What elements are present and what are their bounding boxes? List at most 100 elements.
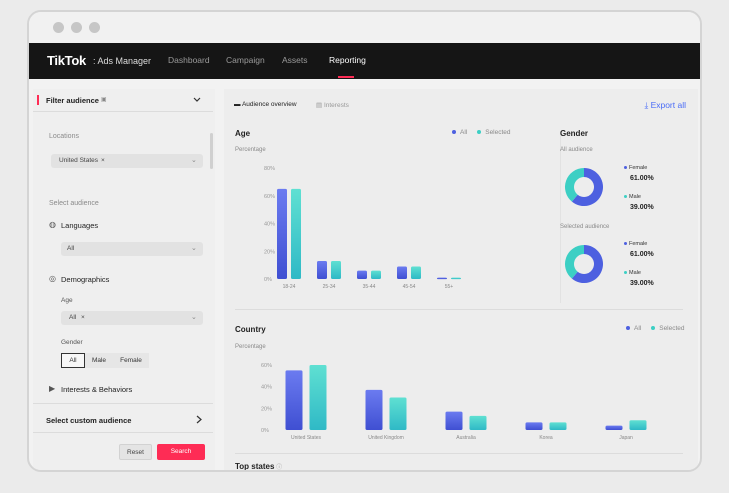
export-all-label: Export all	[650, 100, 686, 110]
tab-interests[interactable]: ▤ Interests	[316, 101, 349, 109]
y-tick-label: 60%	[261, 363, 272, 369]
chevron-down-icon[interactable]: ⌄	[191, 314, 197, 321]
country-bar-chart: 0% 20% 40% 60% United States United Kingdom Au…	[261, 363, 647, 441]
top-states-label: Top states	[235, 462, 275, 471]
section-divider	[235, 453, 683, 454]
window-close-dot[interactable]	[53, 22, 64, 33]
legend-all-dot	[452, 130, 456, 135]
tiktok-logo[interactable]: TikTok	[47, 53, 86, 68]
x-tick-label: 35-44	[363, 284, 376, 290]
bar-selected-korea	[549, 422, 567, 430]
x-tick-label: 25-34	[323, 284, 336, 290]
chip-remove-icon[interactable]: ×	[81, 314, 85, 321]
bar-selected-45-54	[411, 266, 421, 279]
filter-audience-header[interactable]: Filter audience ▣	[33, 89, 215, 111]
ads-manager-label: : Ads Manager	[93, 56, 152, 66]
report-tabs: ▬ Audience overview ▤ Interests ⤓ Export…	[224, 95, 698, 119]
download-icon: ⤓	[644, 100, 651, 110]
age-title: Age	[235, 129, 251, 138]
globe-icon: ◍	[49, 220, 56, 229]
x-tick-label: Australia	[456, 435, 476, 441]
legend-all-label: All	[634, 325, 642, 332]
legend-selected-label: Selected	[485, 129, 511, 136]
bar-all-japan	[605, 425, 623, 430]
bar-all-35-44	[357, 270, 367, 279]
interests-behaviors-label[interactable]: Interests & Behaviors	[61, 385, 133, 394]
gender-label: Gender	[61, 339, 83, 346]
age-ylabel: Percentage	[235, 147, 266, 153]
nav-assets[interactable]: Assets	[282, 55, 308, 65]
male-label: Male	[624, 194, 641, 200]
gender-all-option[interactable]: All	[61, 353, 85, 368]
y-tick-label: 40%	[264, 222, 275, 228]
report-content: ▬ Audience overview ▤ Interests ⤓ Export…	[224, 89, 698, 471]
filter-panel: Filter audience ▣ Locations United State…	[33, 89, 215, 470]
y-tick-label: 20%	[264, 249, 275, 255]
chip-remove-icon[interactable]: ×	[101, 157, 105, 164]
filter-divider	[33, 111, 213, 112]
gender-all-audience-label: All audience	[560, 147, 593, 153]
y-tick-label: 80%	[264, 166, 275, 172]
female-label-text: Female	[629, 241, 648, 247]
male-label-text: Male	[629, 270, 641, 276]
chevron-right-icon[interactable]	[196, 415, 202, 424]
gender-selected-audience-label: Selected audience	[560, 224, 610, 230]
demographics-label: Demographics	[61, 275, 110, 284]
y-tick-label: 0%	[264, 277, 272, 283]
window-minimize-dot[interactable]	[71, 22, 82, 33]
section-divider	[235, 309, 683, 310]
nav-dashboard[interactable]: Dashboard	[168, 55, 210, 65]
app-window: TikTok : Ads Manager Dashboard Campaign …	[27, 10, 702, 472]
chevron-down-icon[interactable]: ⌄	[191, 157, 197, 164]
female-label: Female	[624, 241, 647, 247]
bar-all-united-states	[285, 370, 303, 430]
age-select[interactable]: All × ⌄	[61, 311, 203, 325]
select-audience-label: Select audience	[49, 200, 99, 207]
grid-icon: ▤	[316, 102, 324, 109]
export-all-button[interactable]: ⤓ Export all	[644, 100, 686, 111]
filter-divider	[33, 432, 213, 433]
legend-selected-dot	[477, 130, 482, 135]
info-icon: ⓘ	[274, 465, 283, 471]
custom-audience-label[interactable]: Select custom audience	[46, 416, 132, 425]
search-button[interactable]: Search	[157, 444, 205, 460]
legend-selected-dot	[651, 326, 656, 331]
age-legend: All Selected	[452, 129, 511, 136]
y-tick-label: 40%	[261, 385, 272, 391]
gender-title: Gender	[560, 129, 589, 138]
locations-select[interactable]: United States × ⌄	[51, 154, 203, 168]
chevron-down-icon[interactable]: ⌄	[191, 245, 197, 252]
female-label: Female	[624, 165, 647, 171]
languages-select[interactable]: All ⌄	[61, 242, 203, 256]
window-maximize-dot[interactable]	[89, 22, 100, 33]
gender-selected-donut	[565, 245, 603, 283]
gender-female-option[interactable]: Female	[113, 353, 149, 368]
location-chip: United States	[59, 157, 99, 164]
male-dot	[624, 195, 627, 199]
chart-separator	[560, 133, 561, 303]
tab-audience-overview[interactable]: ▬ Audience overview	[234, 101, 297, 108]
bar-selected-18-24	[291, 188, 301, 279]
nav-campaign[interactable]: Campaign	[226, 55, 265, 65]
bar-all-45-54	[397, 266, 407, 279]
bar-all-55-	[437, 277, 447, 280]
info-icon: ▣	[101, 97, 107, 103]
all-female-percent: 61.00%	[630, 175, 654, 182]
bar-all-25-34	[317, 260, 327, 279]
folder-icon: ▬	[234, 101, 242, 108]
chevron-down-icon[interactable]	[193, 97, 201, 103]
play-box-icon: ▶	[49, 384, 56, 393]
country-legend: All Selected	[626, 325, 685, 332]
filter-scrollbar[interactable]	[210, 133, 213, 169]
nav-reporting[interactable]: Reporting	[329, 55, 366, 65]
selected-male-percent: 39.00%	[630, 280, 654, 287]
age-label: Age	[61, 297, 73, 304]
gender-male-option[interactable]: Male	[85, 353, 113, 368]
selected-female-percent: 61.00%	[630, 251, 654, 258]
x-tick-label: 18-24	[283, 284, 296, 290]
x-tick-label: Korea	[539, 435, 553, 441]
bar-all-australia	[445, 411, 463, 430]
bar-selected-25-34	[331, 260, 341, 279]
reset-button[interactable]: Reset	[119, 444, 152, 460]
tab-interests-label: Interests	[323, 102, 349, 109]
